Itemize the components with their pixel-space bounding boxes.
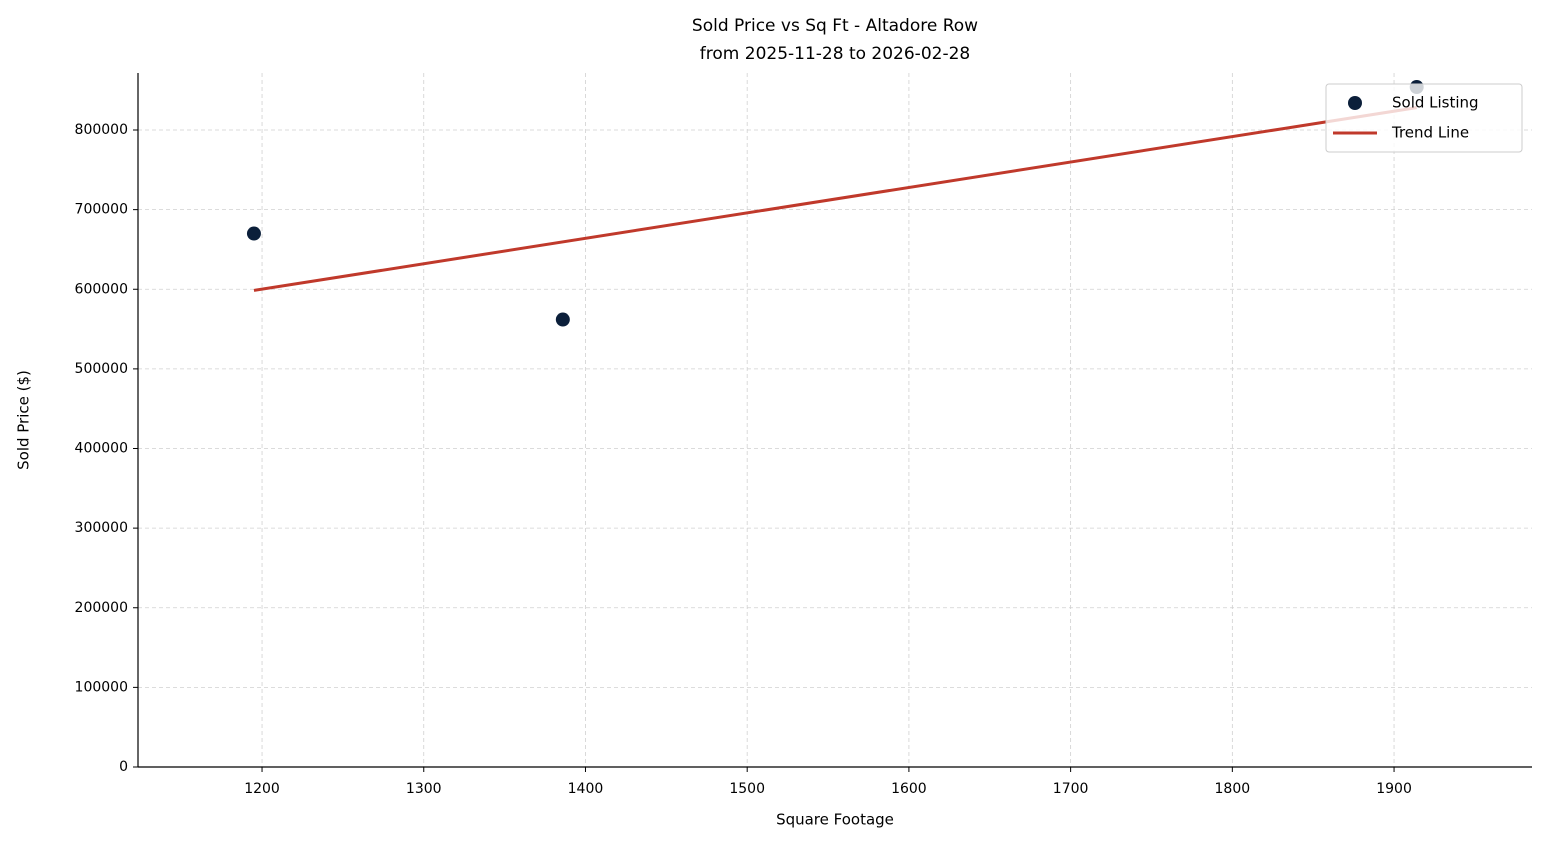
x-axis-label: Square Footage — [776, 811, 894, 829]
point — [246, 226, 261, 241]
chart-title: Sold Price vs Sq Ft - Altadore Row — [692, 16, 978, 36]
y-tick-label: 400000 — [75, 441, 128, 457]
point — [555, 312, 570, 327]
x-tick-label: 1500 — [729, 781, 765, 797]
y-tick-label: 600000 — [75, 281, 128, 297]
x-tick-label: 1800 — [1215, 781, 1251, 797]
legend-marker — [1348, 96, 1362, 110]
x-tick-label: 1700 — [1053, 781, 1089, 797]
x-tick-label: 1300 — [406, 781, 442, 797]
y-tick-label: 800000 — [75, 122, 128, 138]
legend-label: Trend Line — [1391, 124, 1469, 142]
x-tick-label: 1400 — [568, 781, 604, 797]
legend-label: Sold Listing — [1392, 94, 1479, 112]
y-tick-label: 700000 — [75, 202, 128, 218]
y-axis-label: Sold Price ($) — [15, 370, 33, 470]
trend-line — [253, 106, 1417, 292]
y-tick-label: 300000 — [75, 520, 128, 536]
y-tick-label: 0 — [119, 759, 128, 775]
x-tick-label: 1900 — [1376, 781, 1412, 797]
y-tick-label: 200000 — [75, 600, 128, 616]
x-tick-label: 1200 — [244, 781, 280, 797]
y-tick-label: 100000 — [75, 679, 128, 695]
y-tick-label: 500000 — [75, 361, 128, 377]
chart-subtitle: from 2025-11-28 to 2026-02-28 — [700, 44, 970, 64]
x-tick-label: 1600 — [891, 781, 927, 797]
legend-box — [1325, 83, 1523, 153]
legend: Sold Listing Trend Line — [1325, 83, 1523, 153]
